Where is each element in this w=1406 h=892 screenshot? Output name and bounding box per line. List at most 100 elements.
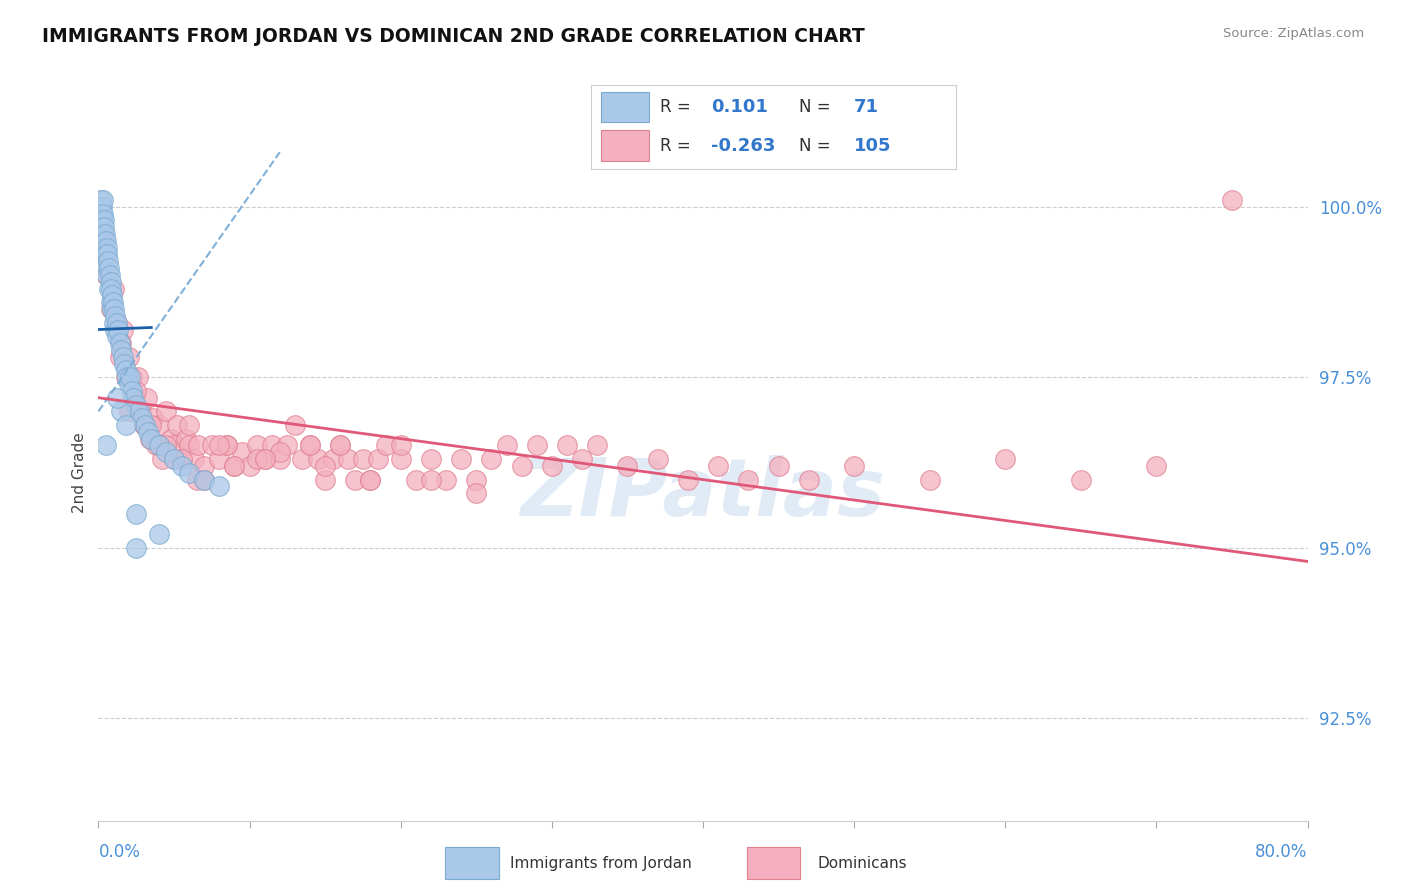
Text: R =: R = — [659, 98, 690, 116]
Point — [170, 452, 193, 467]
Point — [510, 458, 533, 473]
Bar — [602, 130, 650, 161]
Point — [91, 193, 114, 207]
Point — [155, 445, 177, 459]
Point — [94, 227, 117, 241]
Point — [374, 438, 396, 452]
Point — [163, 438, 186, 452]
Point — [141, 432, 163, 446]
Point — [360, 473, 382, 487]
Point — [352, 452, 374, 467]
Point — [122, 391, 145, 405]
Text: IMMIGRANTS FROM JORDAN VS DOMINICAN 2ND GRADE CORRELATION CHART: IMMIGRANTS FROM JORDAN VS DOMINICAN 2ND … — [42, 27, 865, 45]
Point — [555, 438, 578, 452]
Point — [586, 438, 609, 452]
Text: 0.101: 0.101 — [711, 98, 768, 116]
Point — [132, 417, 155, 432]
Point — [90, 206, 112, 220]
Point — [1070, 473, 1092, 487]
Point — [707, 458, 730, 473]
Point — [129, 404, 152, 418]
Point — [125, 398, 148, 412]
Point — [269, 445, 291, 459]
Point — [253, 452, 276, 467]
Point — [405, 473, 427, 487]
Point — [329, 438, 352, 452]
Point — [100, 275, 122, 289]
Point — [103, 301, 125, 316]
Point — [118, 404, 141, 418]
Point — [322, 452, 344, 467]
Point — [450, 452, 472, 467]
Point — [367, 452, 389, 467]
Point — [737, 473, 759, 487]
Point — [420, 473, 443, 487]
Point — [186, 473, 208, 487]
Point — [111, 322, 134, 336]
Point — [112, 357, 135, 371]
Point — [299, 438, 322, 452]
Point — [100, 295, 122, 310]
Point — [179, 438, 201, 452]
Point — [127, 370, 149, 384]
Point — [110, 343, 132, 357]
Point — [90, 220, 112, 235]
Bar — [602, 92, 650, 122]
Point — [434, 473, 457, 487]
Text: Immigrants from Jordan: Immigrants from Jordan — [510, 855, 692, 871]
Point — [94, 268, 117, 282]
Point — [125, 541, 148, 555]
Point — [114, 417, 136, 432]
Point — [540, 458, 562, 473]
Point — [231, 445, 253, 459]
Point — [269, 452, 291, 467]
Point — [571, 452, 593, 467]
Point — [96, 247, 118, 261]
Point — [114, 370, 136, 384]
Bar — [747, 847, 800, 880]
Point — [105, 391, 128, 405]
Point — [105, 329, 128, 343]
Point — [676, 473, 699, 487]
Point — [314, 458, 336, 473]
Point — [224, 458, 246, 473]
Point — [131, 411, 153, 425]
Point — [108, 336, 131, 351]
Point — [98, 282, 121, 296]
Point — [215, 438, 238, 452]
Point — [90, 193, 112, 207]
Point — [647, 452, 669, 467]
Point — [284, 417, 307, 432]
Point — [307, 452, 329, 467]
Point — [97, 254, 120, 268]
Point — [105, 316, 128, 330]
Point — [170, 458, 193, 473]
Point — [420, 452, 443, 467]
Point — [110, 404, 132, 418]
Point — [994, 452, 1017, 467]
Point — [134, 417, 156, 432]
Point — [120, 370, 142, 384]
Point — [148, 438, 170, 452]
Point — [155, 438, 177, 452]
Point — [179, 417, 201, 432]
Point — [246, 452, 269, 467]
Point — [360, 473, 382, 487]
Point — [299, 438, 322, 452]
Point — [107, 322, 129, 336]
Point — [136, 425, 159, 439]
Point — [179, 466, 201, 480]
Point — [114, 363, 136, 377]
Point — [108, 350, 131, 364]
Point — [139, 432, 162, 446]
Point — [246, 438, 269, 452]
Point — [104, 309, 127, 323]
Point — [918, 473, 941, 487]
Point — [145, 438, 167, 452]
Text: 105: 105 — [853, 136, 891, 154]
Text: N =: N = — [799, 98, 831, 116]
Point — [208, 452, 231, 467]
Point — [94, 234, 117, 248]
Point — [118, 350, 141, 364]
Point — [253, 452, 276, 467]
